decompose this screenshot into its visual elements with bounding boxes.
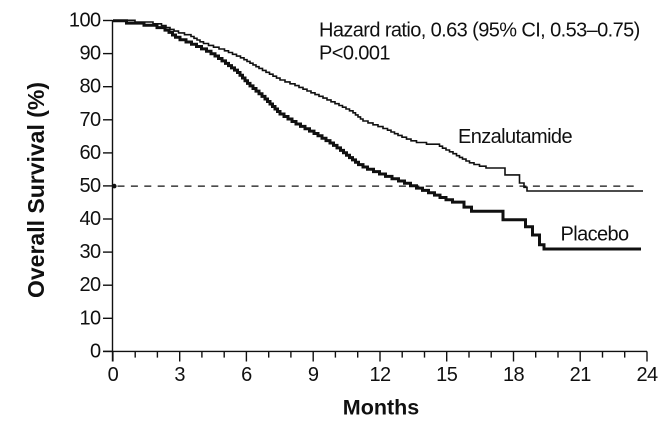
svg-text:40: 40 [79,208,101,230]
svg-text:Placebo: Placebo [561,224,630,246]
svg-text:21: 21 [570,364,592,386]
svg-text:18: 18 [503,364,525,386]
svg-text:50: 50 [79,175,101,197]
svg-text:Enzalutamide: Enzalutamide [458,126,572,148]
svg-text:15: 15 [436,364,458,386]
svg-text:90: 90 [79,43,101,65]
svg-text:10: 10 [79,307,101,329]
svg-text:Months: Months [343,396,419,420]
svg-text:24: 24 [636,364,658,386]
svg-text:12: 12 [369,364,391,386]
svg-text:100: 100 [69,10,101,32]
svg-text:60: 60 [79,142,101,164]
svg-text:0: 0 [108,364,119,386]
svg-text:Overall Survival (%): Overall Survival (%) [23,82,49,298]
svg-text:30: 30 [79,241,101,263]
svg-text:20: 20 [79,274,101,296]
svg-text:Hazard ratio, 0.63 (95% CI, 0.: Hazard ratio, 0.63 (95% CI, 0.53–0.75) [319,20,640,42]
svg-text:9: 9 [308,364,319,386]
svg-text:6: 6 [241,364,252,386]
svg-text:70: 70 [79,109,101,131]
svg-text:P<0.001: P<0.001 [319,43,390,65]
svg-text:0: 0 [90,340,101,362]
svg-text:3: 3 [174,364,185,386]
svg-text:80: 80 [79,76,101,98]
